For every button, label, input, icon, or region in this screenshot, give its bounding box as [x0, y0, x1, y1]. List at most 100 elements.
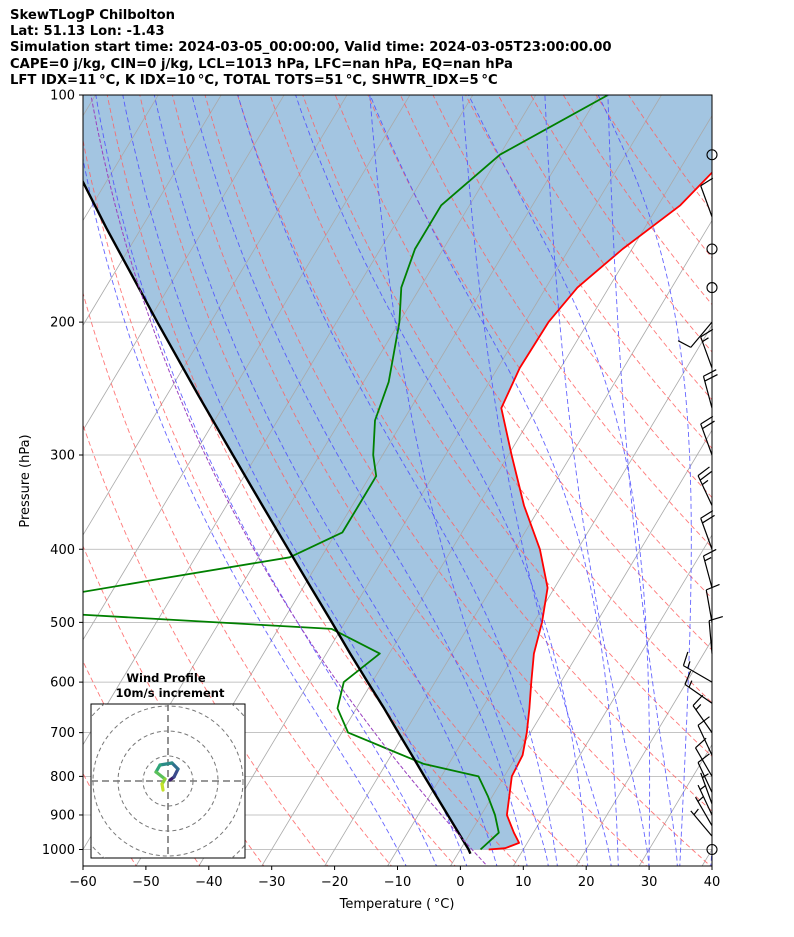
indices-line: LFT IDX=11 °C, K IDX=10 °C, TOTAL TOTS=5… [10, 72, 498, 88]
dry-adiabat-line [83, 423, 329, 866]
y-tick-label: 100 [50, 89, 75, 104]
calm-wind-marker [706, 282, 718, 294]
dewpoint-line [83, 95, 609, 851]
simulation-time-line: Simulation start time: 2024-03-05_00:00:… [10, 40, 612, 56]
temperature-line [488, 171, 712, 851]
x-tick-label: 30 [641, 875, 658, 890]
wind-barb-half-flag [688, 680, 693, 688]
hodograph-segment [154, 770, 167, 781]
wind-barb [702, 369, 718, 409]
wind-barb [690, 808, 713, 837]
wind-barb-flag [700, 328, 714, 338]
x-tick-label: 40 [704, 875, 721, 890]
wind-barb [684, 670, 713, 704]
isotherm-line [83, 95, 222, 327]
wind-barb-flag [702, 420, 715, 430]
wind-barb-shaft [700, 185, 713, 217]
wind-barb-shaft [705, 589, 713, 623]
wind-barb-half-flag [704, 557, 712, 562]
wind-barb [694, 737, 713, 777]
wind-barb-shaft [694, 747, 713, 777]
wind-barb-flag [692, 694, 704, 707]
dry-adiabat-line [269, 95, 712, 757]
wind-barb-shaft [692, 705, 713, 733]
wind-barb-flag [700, 510, 714, 519]
wind-barb-shaft [697, 784, 713, 816]
isotherm-line [387, 324, 712, 866]
moisture-curve-line [369, 95, 549, 866]
isotherm-line [701, 848, 712, 866]
x-axis-label: Temperature ( °C) [339, 897, 455, 912]
wind-barb-shaft [700, 336, 713, 369]
isotherm-line [83, 95, 411, 641]
wind-barb-flag [682, 651, 689, 666]
wind-barb [702, 548, 717, 589]
isotherm-line [83, 95, 285, 431]
wind-barb-half-flag [702, 337, 709, 343]
cape-line: CAPE=0 j/kg, CIN=0 j/kg, LCL=1013 hPa, L… [10, 56, 513, 72]
location-line: Lat: 51.13 Lon: -1.43 [10, 24, 165, 40]
moist-adiabat-line [237, 95, 558, 866]
isotherm-line [512, 534, 712, 866]
calm-wind-marker [706, 843, 718, 856]
wind-barb-shaft [697, 762, 713, 793]
moist-adiabat-line [295, 95, 589, 866]
wind-barb [692, 694, 713, 733]
x-tick-label: −50 [132, 875, 159, 890]
isotherm-line [324, 219, 712, 866]
moist-adiabat-line [153, 95, 498, 866]
wind-barb-flag [699, 471, 712, 481]
y-tick-label: 400 [50, 543, 75, 558]
calm-wind-marker [706, 149, 718, 161]
wind-barb [700, 510, 715, 550]
wind-barb-flag [677, 340, 692, 348]
y-tick-label: 1000 [42, 843, 75, 858]
wind-barb-half-flag [687, 661, 691, 669]
x-tick-label: 20 [578, 875, 595, 890]
dry-adiabat-line [302, 95, 712, 704]
wind-barb [682, 651, 713, 683]
wind-barb-shaft [684, 683, 713, 704]
wind-barb-half-flag [701, 479, 709, 486]
wind-barb [705, 583, 720, 623]
y-tick-label: 500 [50, 616, 75, 631]
dry-adiabat-line [83, 291, 393, 866]
wind-barb-flag [697, 753, 710, 763]
wind-barb [677, 321, 713, 348]
wind-barb [700, 772, 713, 805]
moisture-curve-line [544, 95, 650, 866]
hodograph-segment [158, 761, 174, 767]
wind-barb-half-flag [697, 796, 704, 802]
cin-cape-shading [83, 95, 712, 850]
isotherm-line [261, 114, 712, 866]
y-tick-label: 700 [50, 726, 75, 741]
x-tick-label: 10 [515, 875, 532, 890]
x-tick-label: −30 [258, 875, 285, 890]
wind-barb-half-flag [702, 773, 709, 779]
dry-adiabat-line [139, 95, 584, 866]
wind-barb [697, 753, 713, 793]
x-tick-label: 0 [456, 875, 464, 890]
wind-barb [700, 415, 715, 456]
wind-barb-flag [684, 670, 692, 685]
wind-barb-flag [697, 466, 710, 477]
wind-barb-shaft [708, 620, 713, 654]
x-tick-label: −10 [384, 875, 411, 890]
y-tick-label: 800 [50, 770, 75, 785]
y-tick-label: 200 [50, 316, 75, 331]
dry-adiabat-line [0, 95, 74, 869]
moist-adiabat-line [122, 95, 468, 866]
x-tick-label: −60 [69, 875, 96, 890]
wind-barb [697, 466, 713, 506]
isotherm-line [83, 95, 348, 536]
wind-barb-shaft [700, 423, 713, 456]
wind-barb-shaft [697, 725, 713, 756]
y-axis-label: Pressure (hPa) [18, 434, 33, 527]
x-tick-label: −40 [195, 875, 222, 890]
inset-subtitle: 10m/s increment [116, 686, 225, 700]
y-tick-label: 600 [50, 676, 75, 691]
dry-adiabat-line [171, 95, 648, 866]
dry-adiabat-line [83, 138, 456, 866]
wind-barb-shaft [690, 321, 713, 348]
